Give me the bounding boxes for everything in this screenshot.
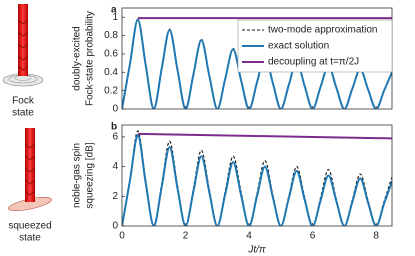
y-tick-label: 4 [112, 161, 118, 172]
y-tick-label: 2 [112, 191, 118, 202]
y-tick-label: 0 [112, 221, 118, 232]
panel-label: b [111, 122, 117, 133]
x-tick-label: 6 [310, 231, 316, 242]
illustration-label: Fock [12, 96, 35, 107]
plot-frame [121, 124, 393, 227]
x-tick-label: 0 [119, 231, 125, 242]
data-line [137, 132, 392, 140]
y-tick-label: 1 [112, 12, 118, 23]
illustration-label: state [12, 108, 34, 119]
y-axis-label: doubly-excited [72, 26, 83, 90]
panel-label: a [111, 5, 117, 16]
y-axis-label: squeezing [dB] [85, 142, 96, 208]
illustration-label: squeezed [8, 221, 51, 232]
y-tick-label: 0.4 [104, 67, 118, 78]
data-line [122, 134, 392, 226]
x-axis-label: Jt/π [247, 245, 266, 256]
y-tick-label: 0.6 [104, 49, 118, 60]
x-tick-label: 2 [183, 231, 189, 242]
data-line [122, 18, 392, 109]
y-tick-label: 0.2 [104, 85, 118, 96]
y-tick-label: 0 [112, 104, 118, 115]
y-axis-label: noble-gas spin [72, 143, 83, 208]
y-axis-label: Fock-state probability [85, 11, 96, 106]
y-tick-label: 0.8 [104, 30, 118, 41]
x-tick-label: 4 [246, 231, 252, 242]
x-tick-label: 8 [373, 231, 379, 242]
illustration-label: state [19, 233, 41, 244]
y-tick-label: 6 [112, 132, 118, 143]
squeezed-illustration: squeezed state [8, 128, 52, 244]
fock-illustration: Fock state [2, 4, 44, 119]
legend-label: exact solution [268, 41, 329, 52]
legend-label: decoupling at t=π/2J [268, 57, 359, 68]
legend-label: two-mode approximation [268, 25, 378, 36]
